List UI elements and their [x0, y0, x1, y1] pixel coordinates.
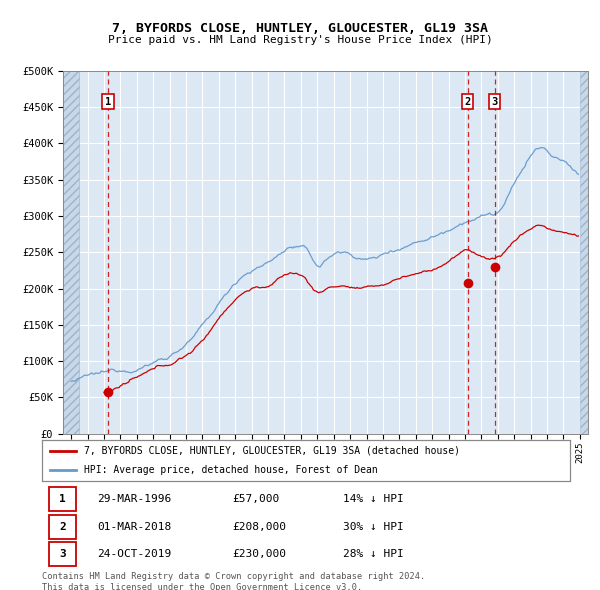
FancyBboxPatch shape [49, 487, 76, 511]
Text: 24-OCT-2019: 24-OCT-2019 [97, 549, 172, 559]
Bar [63, 71, 79, 434]
Text: 28% ↓ HPI: 28% ↓ HPI [343, 549, 404, 559]
Text: 3: 3 [59, 549, 66, 559]
Text: HPI: Average price, detached house, Forest of Dean: HPI: Average price, detached house, Fore… [84, 465, 378, 475]
Text: 1: 1 [59, 494, 66, 504]
Text: 2: 2 [59, 522, 66, 532]
Text: 1: 1 [105, 97, 111, 107]
Text: 14% ↓ HPI: 14% ↓ HPI [343, 494, 404, 504]
Text: 7, BYFORDS CLOSE, HUNTLEY, GLOUCESTER, GL19 3SA (detached house): 7, BYFORDS CLOSE, HUNTLEY, GLOUCESTER, G… [84, 445, 460, 455]
FancyBboxPatch shape [49, 514, 76, 539]
Text: 30% ↓ HPI: 30% ↓ HPI [343, 522, 404, 532]
Bar [580, 71, 588, 434]
Text: 2: 2 [464, 97, 471, 107]
Text: 29-MAR-1996: 29-MAR-1996 [97, 494, 172, 504]
Text: £230,000: £230,000 [232, 549, 286, 559]
Text: 01-MAR-2018: 01-MAR-2018 [97, 522, 172, 532]
FancyBboxPatch shape [49, 542, 76, 566]
Text: 3: 3 [491, 97, 498, 107]
Text: £208,000: £208,000 [232, 522, 286, 532]
Text: Price paid vs. HM Land Registry's House Price Index (HPI): Price paid vs. HM Land Registry's House … [107, 35, 493, 45]
Text: £57,000: £57,000 [232, 494, 280, 504]
Text: Contains HM Land Registry data © Crown copyright and database right 2024.
This d: Contains HM Land Registry data © Crown c… [42, 572, 425, 590]
Text: 7, BYFORDS CLOSE, HUNTLEY, GLOUCESTER, GL19 3SA: 7, BYFORDS CLOSE, HUNTLEY, GLOUCESTER, G… [112, 22, 488, 35]
